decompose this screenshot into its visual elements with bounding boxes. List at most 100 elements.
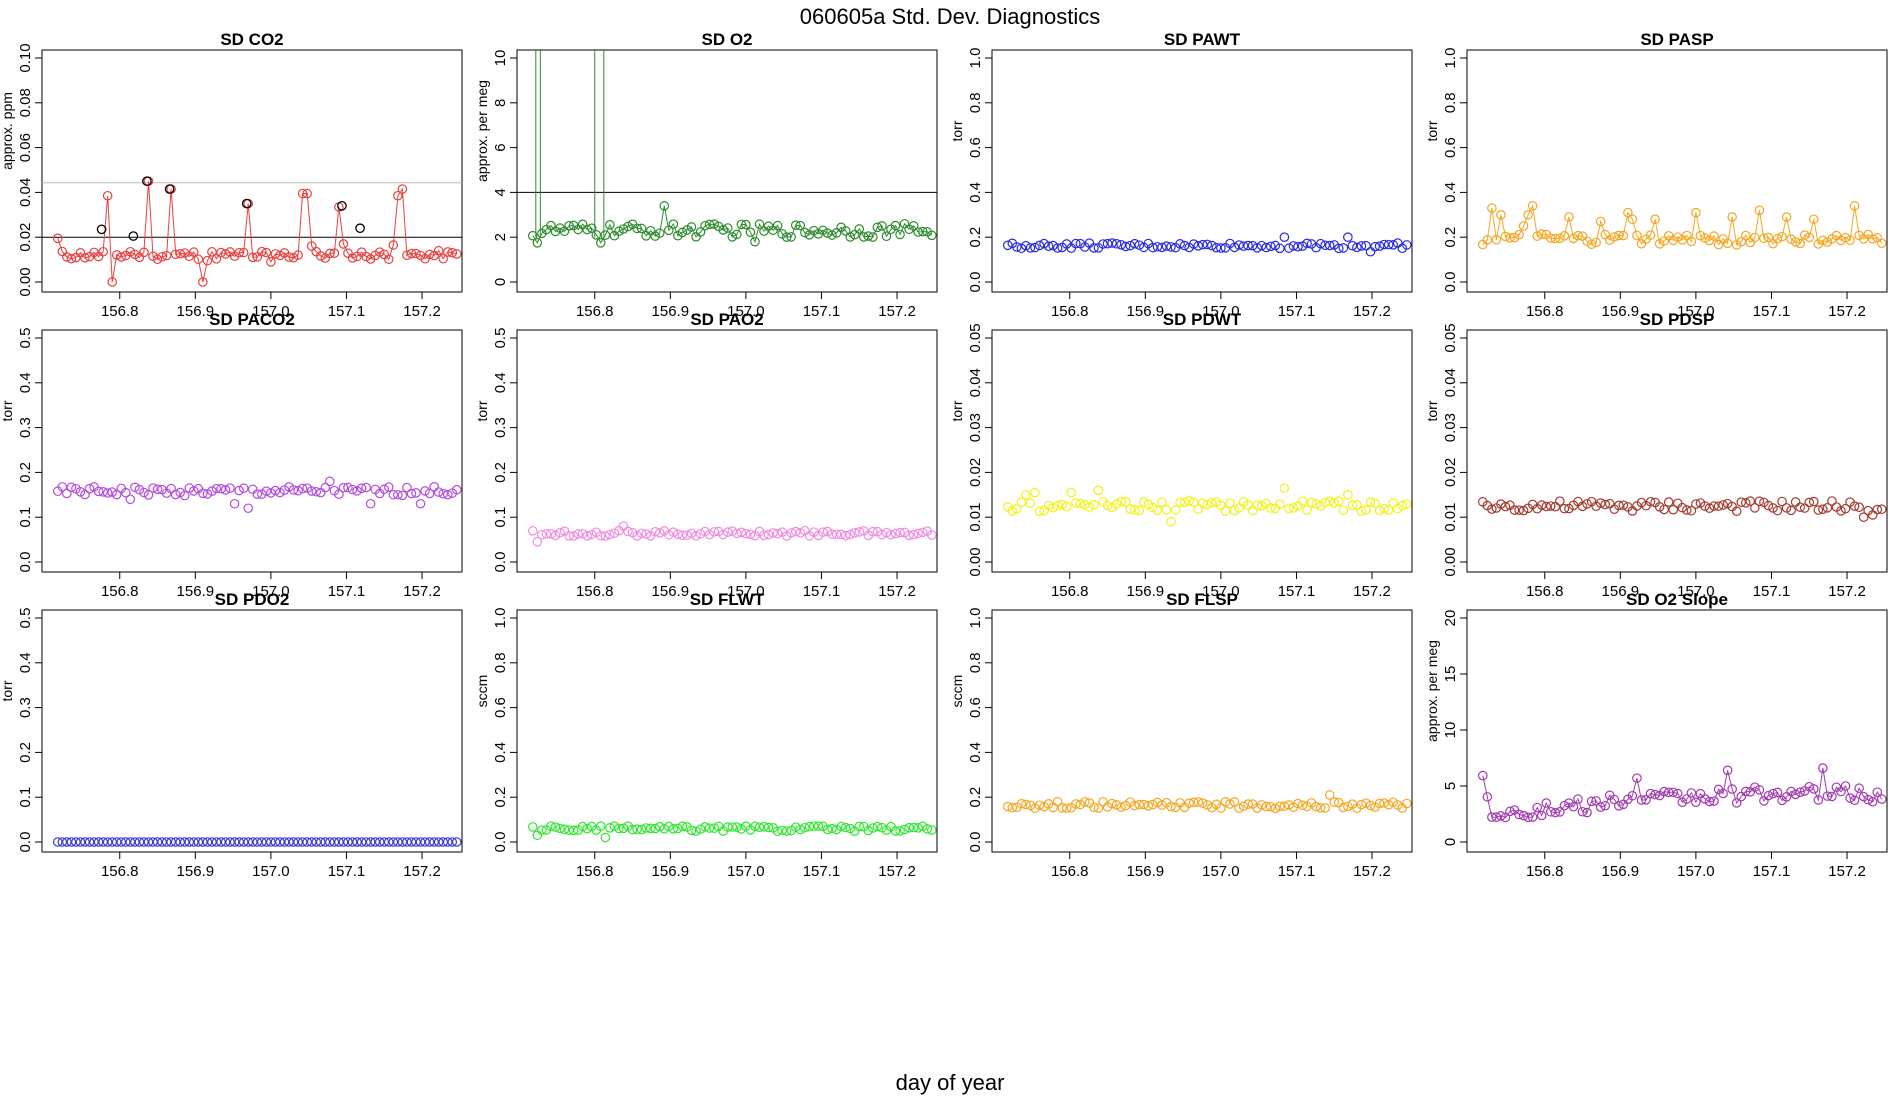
data-point (270, 837, 281, 847)
data-point (582, 224, 592, 235)
x-tick-label: 157.0 (1202, 303, 1240, 320)
y-tick-label: 0.6 (492, 697, 509, 718)
data-point (325, 248, 335, 259)
data-point (1333, 243, 1344, 254)
y-tick-label: 1.0 (492, 608, 509, 629)
data-point (438, 488, 448, 499)
data-point (831, 529, 842, 540)
data-point (130, 482, 140, 493)
data-point (1686, 788, 1697, 798)
x-tick-label: 157.0 (1202, 863, 1240, 880)
data-point (374, 837, 385, 847)
y-axis-label: torr (0, 400, 15, 421)
x-tick-label: 157.1 (328, 303, 366, 320)
y-axis-label: torr (1424, 120, 1440, 141)
data-point (202, 255, 213, 266)
data-point (1007, 506, 1018, 516)
data-point (1329, 498, 1340, 508)
data-point (406, 248, 417, 259)
data-point (546, 529, 556, 539)
data-point (293, 485, 303, 496)
data-point (1352, 242, 1362, 253)
x-tick-label: 156.9 (1602, 583, 1640, 600)
x-tick-label: 157.1 (803, 303, 841, 320)
data-point (886, 529, 896, 540)
data-point (1722, 765, 1733, 776)
data-point (1822, 791, 1833, 801)
data-point (438, 837, 448, 847)
data-point (293, 250, 303, 260)
x-tick-label: 156.8 (576, 303, 614, 320)
data-point (356, 483, 367, 494)
data-point (795, 824, 806, 835)
data-point (872, 222, 883, 233)
panel-sd-paco2: SD PACO2 0.0 0.1 0.2 0.3 0.4 0.5 torr 156.8 156.9… (0, 310, 463, 600)
data-point (352, 837, 362, 847)
data-point (1197, 498, 1208, 509)
data-point (1265, 241, 1276, 252)
data-point (1002, 240, 1013, 251)
data-point (1238, 801, 1249, 812)
data-point (632, 223, 642, 234)
data-point (80, 489, 90, 500)
data-point (406, 837, 417, 847)
data-point (1573, 230, 1583, 241)
data-point (913, 528, 923, 539)
data-point (57, 837, 68, 847)
y-tick-label: 0.0 (492, 832, 509, 853)
data-point (582, 823, 592, 834)
y-tick-label: 0.04 (17, 178, 34, 207)
data-point (772, 220, 783, 231)
y-tick-label: 0.2 (492, 787, 509, 808)
data-point (1514, 505, 1524, 515)
data-point (546, 220, 556, 231)
plot-area (1002, 790, 1412, 814)
data-point (275, 250, 285, 261)
data-point (261, 247, 272, 258)
data-point (284, 837, 294, 847)
data-point (1093, 485, 1104, 496)
data-point (732, 528, 742, 539)
data-point (1867, 796, 1878, 807)
data-point (1482, 235, 1493, 245)
data-point (1207, 497, 1217, 508)
data-point (704, 823, 715, 833)
data-point (1379, 503, 1389, 514)
data-point (1116, 240, 1126, 250)
data-point (1379, 239, 1389, 250)
data-point (356, 837, 367, 847)
data-point (1247, 240, 1258, 251)
data-point (1148, 799, 1158, 810)
y-tick-label: 0.0 (967, 272, 984, 293)
data-point (297, 837, 308, 847)
data-point (1048, 240, 1058, 251)
y-tick-label: 6 (492, 143, 509, 151)
data-point (1179, 497, 1190, 508)
panel-title: SD FLWT (690, 590, 765, 609)
data-point (1306, 497, 1317, 508)
data-point (1745, 496, 1756, 506)
flagged-point (142, 176, 152, 187)
data-point (170, 837, 181, 847)
panel-title: SD PAWT (1164, 30, 1241, 49)
flagged-point (128, 231, 139, 241)
data-point (1030, 487, 1040, 498)
data-point (1545, 501, 1556, 511)
data-point (790, 220, 801, 230)
data-point (120, 837, 131, 847)
data-point (1477, 770, 1488, 781)
y-tick-label: 0.0 (17, 552, 34, 573)
panel-sd-co2: SD CO2 0.00 0.02 0.04 0.06 0.08 0.10 approx. pp… (0, 30, 463, 320)
data-point (80, 837, 90, 847)
data-point (1691, 797, 1701, 808)
data-point (198, 837, 208, 847)
data-point (1356, 799, 1367, 810)
x-tick-label: 157.2 (1828, 863, 1866, 880)
data-point (284, 252, 294, 262)
data-point (302, 837, 312, 847)
data-point (804, 821, 815, 832)
data-point (1750, 232, 1760, 243)
data-point (84, 837, 95, 847)
data-point (393, 190, 403, 201)
data-point (1777, 496, 1787, 507)
